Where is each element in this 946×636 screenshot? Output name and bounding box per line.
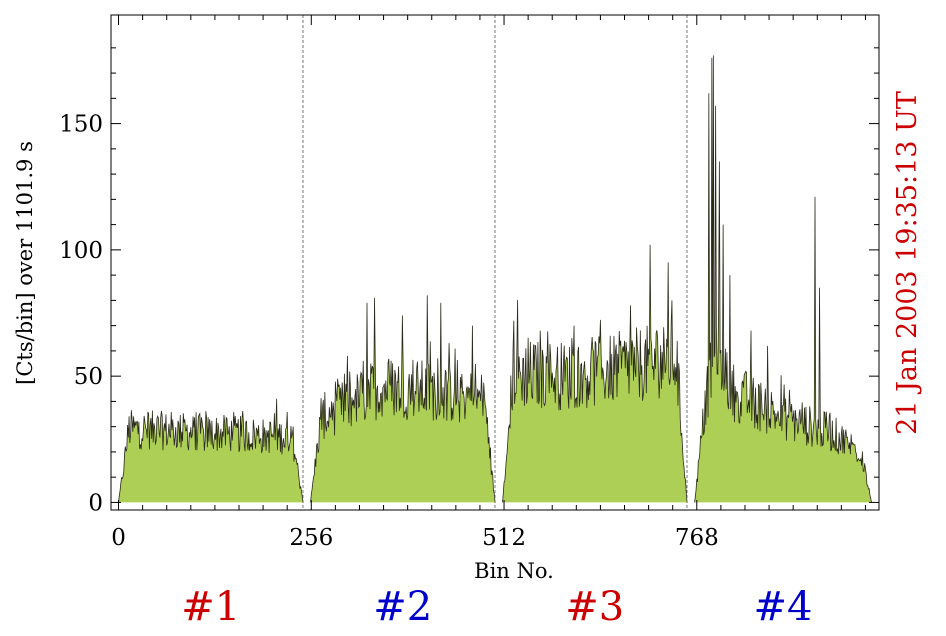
observation-time-label: 21 Jan 2003 19:35:13 UT [892,91,923,435]
detector-label-1: #1 [181,584,240,630]
y-tick-label: 100 [59,238,103,264]
x-tick-label: 256 [289,525,333,551]
detector-label-4: #4 [754,584,813,630]
x-axis-title: Bin No. [474,559,554,583]
detector-label-2: #2 [373,584,432,630]
y-tick-label: 0 [88,490,103,516]
histogram-line-2 [310,295,496,503]
histogram-area-2 [310,295,495,503]
y-tick-labels: 0 50 100 150 [59,112,103,517]
segment-separators [302,15,688,510]
axis-ticks [111,15,879,510]
detector-label-3: #3 [565,584,624,630]
x-tick-label: 0 [111,525,126,551]
plot-area [118,55,872,503]
x-tick-label: 768 [675,525,719,551]
detector-labels: #1 #2 #3 #4 [181,584,812,630]
x-tick-label: 512 [482,525,526,551]
x-tick-labels: 0 256 512 768 [111,525,719,551]
plot-frame [110,14,880,511]
histogram-line-3 [502,244,688,503]
histogram-line-1 [118,398,304,503]
y-axis-title: [Cts/bin] over 1101.9 s [13,141,37,385]
y-tick-label: 150 [59,112,103,138]
y-tick-label: 50 [74,364,103,390]
histogram-line-4 [694,55,872,503]
histogram-area-1 [118,398,303,503]
